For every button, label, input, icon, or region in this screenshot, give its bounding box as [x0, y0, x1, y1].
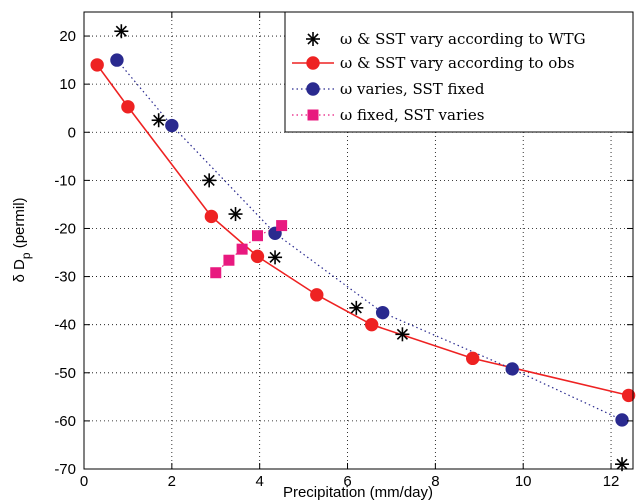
legend-entry-obs: ω & SST vary according to obs	[340, 54, 575, 72]
data-point-series-3	[210, 267, 222, 279]
y-tick-label: -60	[54, 413, 76, 430]
y-tick-label: -70	[54, 461, 76, 478]
x-tick-label: 8	[431, 473, 439, 490]
data-point-series-1	[121, 100, 135, 114]
y-tick-label: 0	[68, 124, 76, 141]
legend: ω & SST vary according to WTG ω & SST va…	[284, 11, 634, 133]
y-tick-label: -20	[54, 220, 76, 237]
data-point-series-1	[310, 288, 324, 302]
series-markers	[90, 24, 636, 472]
series-line-1	[96, 64, 629, 397]
legend-marker-sample	[307, 109, 319, 121]
data-point-series-3	[236, 243, 248, 255]
data-point-series-3	[223, 254, 235, 266]
data-point-series-0	[202, 173, 217, 188]
legend-marker-sample	[306, 56, 320, 70]
series-lines	[96, 59, 629, 421]
axis-ticks: 0 2 4 6 8 10 12 -70 -60 -50 -40 -30 -20 -10 0 10 20	[54, 12, 633, 490]
data-point-series-1	[250, 249, 265, 264]
legend-entry-sst-varies: ω fixed, SST varies	[340, 106, 485, 124]
data-point-series-1	[364, 317, 379, 332]
y-tick-label: -50	[54, 365, 76, 382]
x-tick-label: 10	[515, 473, 532, 490]
y-tick-label: 20	[59, 28, 76, 45]
data-point-series-2	[375, 305, 390, 320]
data-point-series-3	[276, 220, 288, 232]
data-point-series-1	[621, 388, 636, 403]
legend-entry-omega-varies: ω varies, SST fixed	[340, 80, 485, 98]
legend-box	[284, 11, 634, 133]
data-point-series-1	[90, 58, 104, 72]
x-tick-label: 6	[343, 473, 351, 490]
data-point-series-0	[395, 327, 410, 342]
data-point-series-2	[165, 118, 179, 133]
data-point-series-3	[251, 230, 263, 242]
legend-entry-wtg: ω & SST vary according to WTG	[340, 30, 586, 48]
data-point-series-2	[110, 53, 124, 67]
x-axis-label: Precipitation (mm/day)	[283, 484, 433, 501]
x-tick-label: 2	[168, 473, 176, 490]
y-tick-label: 10	[59, 76, 76, 93]
data-point-series-0	[268, 250, 283, 265]
data-point-series-0	[151, 113, 166, 128]
data-point-series-0	[349, 300, 364, 315]
legend-samples	[292, 32, 334, 121]
data-point-series-2	[615, 413, 629, 427]
x-tick-label: 12	[603, 473, 620, 490]
y-tick-label: -10	[54, 172, 76, 189]
x-tick-label: 0	[80, 473, 88, 490]
y-tick-label: -40	[54, 317, 76, 334]
data-point-series-0	[228, 207, 243, 222]
y-tick-label: -30	[54, 269, 76, 286]
legend-marker-sample	[306, 82, 320, 96]
data-point-series-1	[465, 351, 480, 366]
legend-marker-sample	[306, 32, 320, 46]
data-point-series-0	[114, 24, 129, 39]
x-tick-label: 4	[256, 473, 264, 490]
y-axis-label: δ Dp (permil)	[11, 197, 33, 282]
data-point-series-2	[505, 362, 519, 376]
data-point-series-1	[204, 209, 219, 224]
